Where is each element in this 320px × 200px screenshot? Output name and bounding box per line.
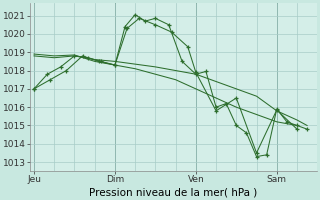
X-axis label: Pression niveau de la mer( hPa ): Pression niveau de la mer( hPa ) (90, 187, 258, 197)
